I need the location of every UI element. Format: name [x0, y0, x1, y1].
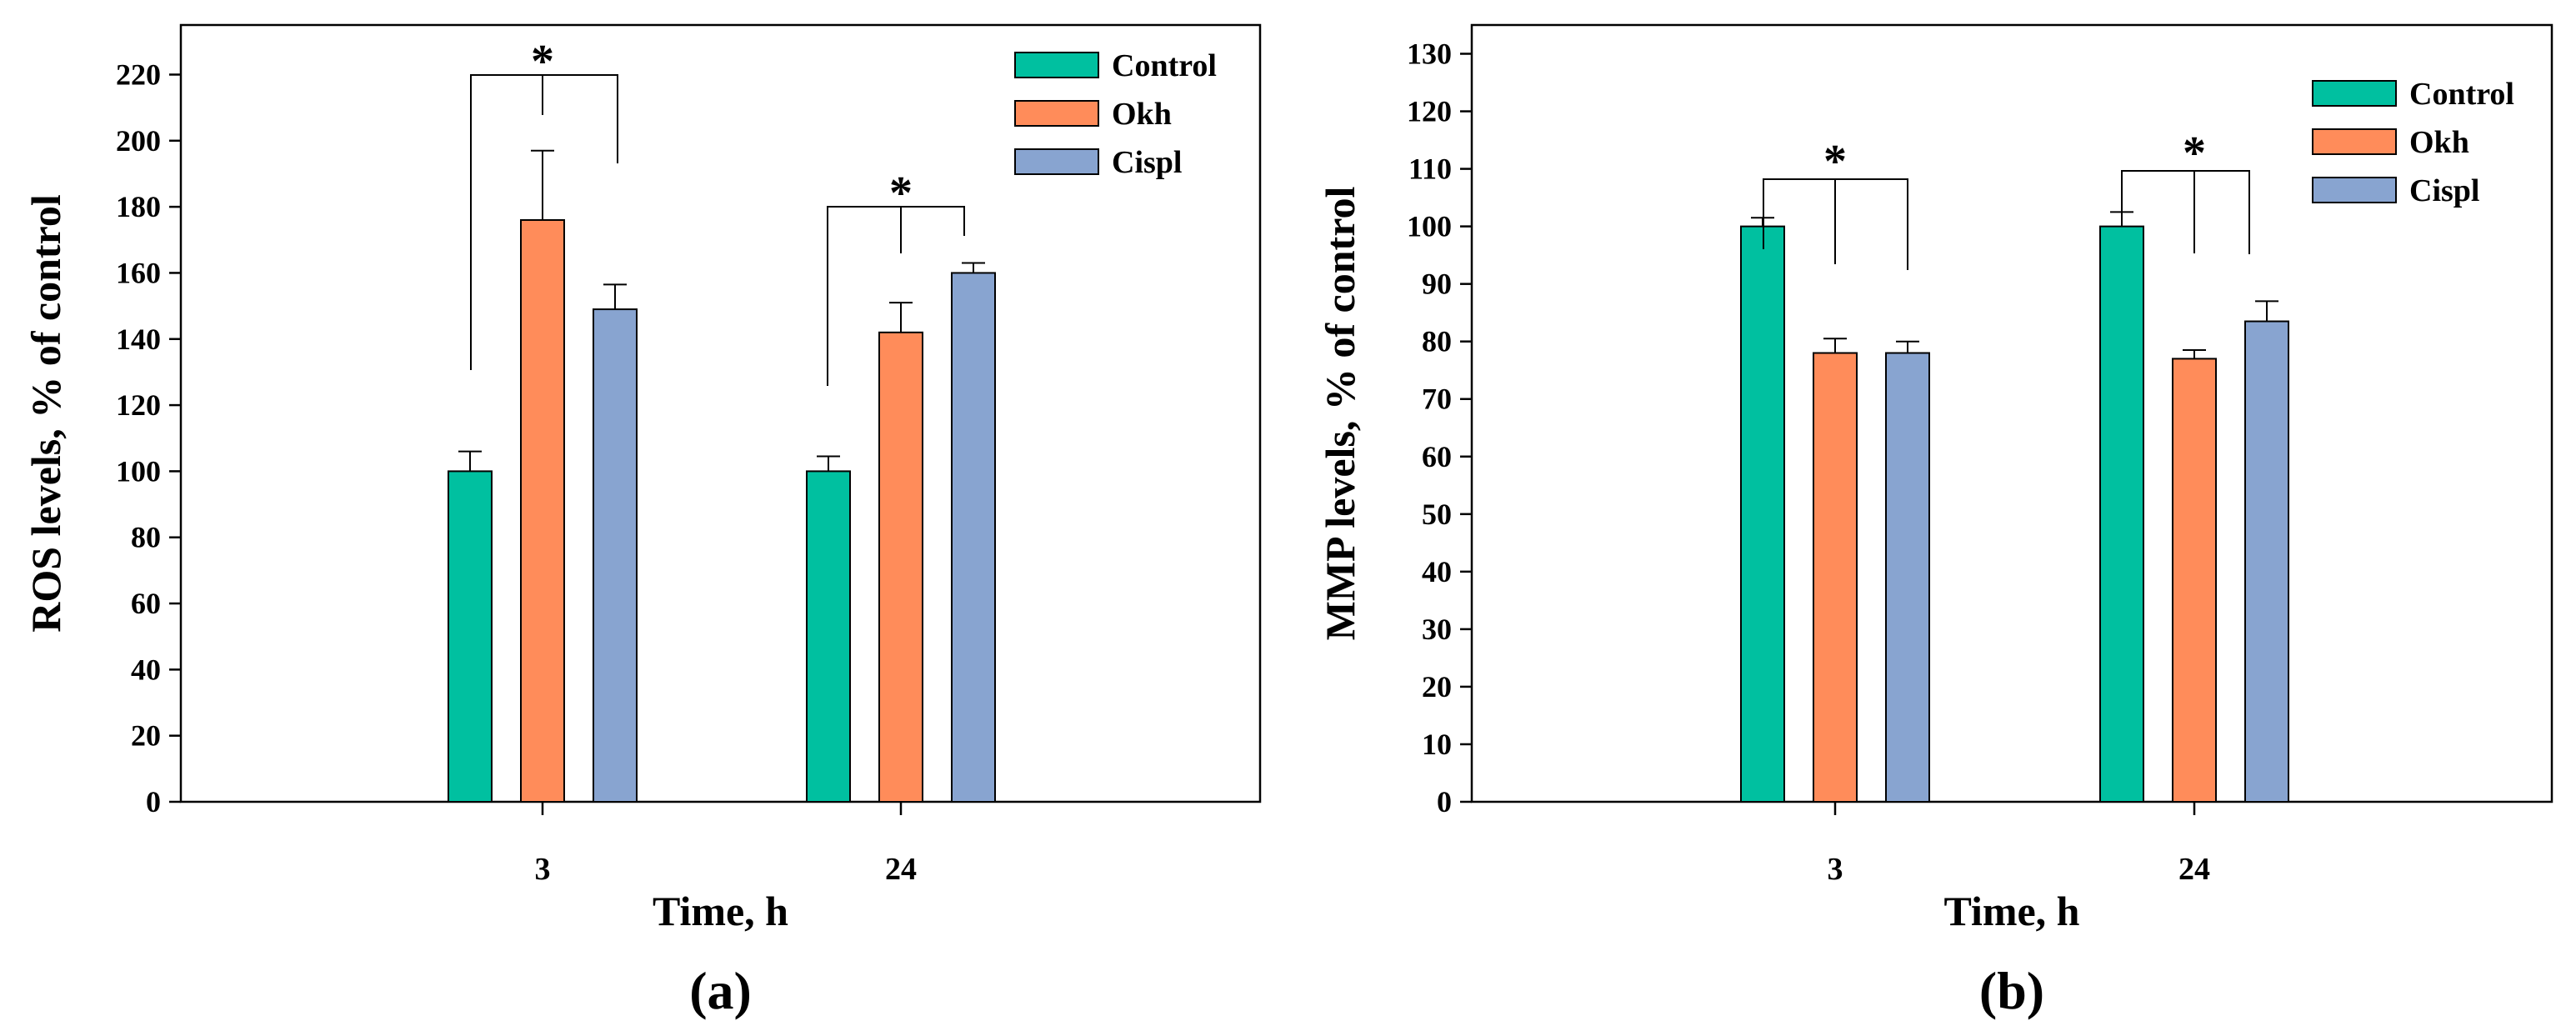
chart1-legend-label-control: Control [1112, 48, 1217, 83]
chart2-y-tick-label: 10 [1422, 728, 1452, 761]
chart2-x-tick-label: 3 [1828, 852, 1843, 887]
chart1-significance-bracket [470, 74, 618, 370]
chart1-bar-okh [878, 331, 923, 803]
chart1-y-tick-label: 20 [131, 719, 161, 753]
chart1-y-tick-label: 0 [146, 785, 161, 818]
chart1-bar-okh [520, 218, 565, 803]
chart1-y-tick-label: 220 [116, 58, 161, 91]
chart1-plot-frame [179, 23, 1262, 803]
chart1-x-tick-label: 3 [535, 852, 551, 887]
chart2-legend-label-okh: Okh [2409, 125, 2469, 160]
chart2-legend-label-cispl: Cispl [2409, 173, 2479, 208]
chart1-bar-cispl [951, 272, 996, 803]
chart1-significance-star: * [889, 168, 913, 219]
chart1-legend-label-cispl: Cispl [1112, 145, 1182, 180]
chart2-significance-bracket [2121, 170, 2250, 254]
chart2-x-tick-label: 24 [2178, 852, 2210, 887]
chart1-x-tick-label: 24 [885, 852, 917, 887]
chart1-y-tick-label: 80 [131, 521, 161, 554]
chart2-y-tick-label: 90 [1422, 268, 1452, 301]
chart1-legend-swatch-control [1014, 52, 1099, 78]
chart2-y-tick-label: 20 [1422, 670, 1452, 703]
chart1-y-axis-title: ROS levels, % of control [23, 194, 69, 633]
chart1-y-tick-label: 120 [116, 388, 161, 422]
chart2-y-tick-label: 0 [1437, 785, 1452, 818]
chart2-bar-control [2099, 225, 2144, 803]
chart1-x-axis-title: Time, h [653, 888, 788, 934]
chart1-panel-label: (a) [689, 961, 752, 1020]
chart2-y-tick-label: 40 [1422, 555, 1452, 588]
chart2-y-tick-label: 130 [1407, 38, 1452, 71]
chart2-bar-cispl [1885, 352, 1930, 803]
chart2-y-tick-label: 70 [1422, 383, 1452, 416]
chart1-legend-swatch-cispl [1014, 148, 1099, 175]
chart2-y-tick-label: 80 [1422, 325, 1452, 358]
chart2-plot-frame [1470, 23, 2553, 803]
chart2-legend-swatch-cispl [2312, 177, 2397, 203]
chart2-y-tick-label: 30 [1422, 613, 1452, 646]
chart2-y-tick-label: 110 [1408, 153, 1452, 186]
chart2-legend-label-control: Control [2409, 77, 2514, 112]
chart2-legend-swatch-control [2312, 80, 2397, 107]
chart2-bar-cispl [2244, 320, 2289, 803]
chart2-y-axis-title: MMP levels, % of control [1317, 187, 1363, 641]
chart2-y-tick-label: 120 [1407, 95, 1452, 128]
chart2-y-tick-label: 100 [1407, 210, 1452, 243]
chart1-bar-cispl [593, 308, 638, 803]
chart1-significance-star: * [531, 36, 554, 88]
chart2-bar-control [1740, 225, 1785, 803]
chart2-panel-label: (b) [1979, 961, 2044, 1020]
chart1-y-tick-label: 200 [116, 124, 161, 158]
chart1-bar-control [448, 470, 493, 803]
chart1-significance-bracket [827, 206, 965, 386]
chart1-y-tick-label: 180 [116, 190, 161, 223]
chart1-y-tick-label: 40 [131, 653, 161, 686]
chart1-bar-control [806, 470, 851, 803]
chart2-significance-star: * [2183, 128, 2206, 179]
chart1-y-tick-label: 140 [116, 323, 161, 356]
chart2-y-tick-label: 50 [1422, 498, 1452, 531]
chart2-legend-swatch-okh [2312, 128, 2397, 155]
chart1-y-tick-label: 160 [116, 256, 161, 289]
chart2-x-axis-title: Time, h [1944, 888, 2080, 934]
chart2-bar-okh [2172, 358, 2217, 803]
chart1-y-tick-label: 100 [116, 454, 161, 488]
chart2-y-tick-label: 60 [1422, 440, 1452, 473]
chart2-bar-okh [1813, 352, 1858, 803]
chart1-y-tick-label: 60 [131, 587, 161, 620]
chart2-significance-star: * [1823, 136, 1847, 188]
chart1-legend-swatch-okh [1014, 100, 1099, 127]
chart1-legend-label-okh: Okh [1112, 97, 1172, 132]
